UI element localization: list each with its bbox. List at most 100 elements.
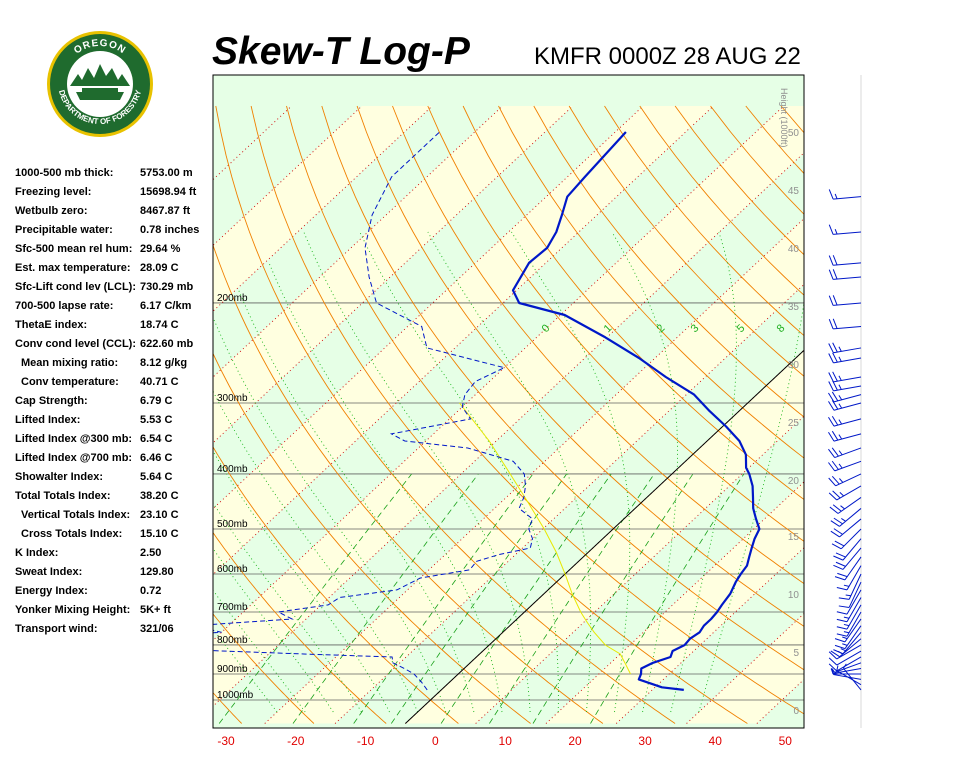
x-tick-label: 30 — [638, 734, 652, 748]
height-tick-label: 40 — [788, 244, 800, 255]
pressure-label: 500mb — [217, 519, 248, 530]
index-row: Lifted Index: 5.53 C — [15, 414, 205, 433]
height-tick-label: 5 — [793, 648, 799, 659]
index-row: K Index: 2.50 — [15, 547, 205, 566]
index-row: Cross Totals Index: 15.10 C — [15, 528, 205, 547]
index-row: Yonker Mixing Height: 5K+ ft — [15, 604, 205, 623]
index-value: 29.64 % — [140, 243, 181, 255]
index-label: Lifted Index @700 mb: — [15, 452, 133, 464]
index-value: 0.72 — [140, 585, 162, 597]
isotherm-line — [827, 106, 960, 724]
wind-barb — [828, 460, 862, 472]
mixing-ratio-line — [353, 473, 534, 724]
mixing-ratio-line — [390, 473, 567, 724]
wind-barb — [830, 667, 862, 674]
wind-barb — [836, 604, 862, 630]
index-value: 18.74 C — [140, 319, 179, 331]
x-tick-label: 10 — [499, 734, 513, 748]
dry-adiabat — [427, 105, 804, 542]
index-value: 5K+ ft — [140, 604, 171, 616]
index-row: 700-500 lapse rate: 6.17 C/km — [15, 300, 205, 319]
dry-adiabat — [215, 105, 676, 724]
wind-barb — [828, 644, 862, 660]
isotherm-line — [213, 105, 363, 247]
dry-adiabat — [568, 105, 804, 377]
index-label: Sfc-500 mean rel hum: — [15, 243, 133, 255]
x-tick-label: 20 — [568, 734, 582, 748]
index-label: Cap Strength: — [15, 395, 88, 407]
index-label: Vertical Totals Index: — [21, 509, 131, 521]
pressure-label: 900mb — [217, 664, 248, 675]
pressure-label: 800mb — [217, 635, 248, 646]
index-row: Sfc-500 mean rel hum: 29.64 % — [15, 243, 205, 262]
index-row: ThetaE index: 18.74 C — [15, 319, 205, 338]
index-value: 622.60 mb — [140, 338, 194, 350]
index-value: 8.12 g/kg — [140, 357, 188, 369]
pressure-label: 300mb — [217, 393, 248, 404]
dry-adiabat — [392, 105, 804, 585]
station-time-label: KMFR 0000Z 28 AUG 22 — [534, 43, 801, 70]
index-row: 1000-500 mb thick: 5753.00 m — [15, 167, 205, 186]
index-value: 5.53 C — [140, 414, 173, 426]
index-value: 40.71 C — [140, 376, 179, 388]
isotherm-line — [213, 105, 785, 641]
pressure-label: 600mb — [217, 564, 248, 575]
wind-barb — [836, 611, 862, 637]
wind-barb — [831, 528, 862, 550]
index-value: 38.20 C — [140, 490, 179, 502]
wind-barb — [828, 485, 862, 501]
index-label: 700-500 lapse rate: — [15, 300, 114, 312]
index-label: Precipitable water: — [15, 224, 113, 236]
wind-barb — [838, 581, 862, 608]
moist-adiabat — [698, 299, 804, 713]
index-value: 6.46 C — [140, 452, 173, 464]
index-row: Wetbulb zero: 8467.87 ft — [15, 205, 205, 224]
sounding-indices-list: 1000-500 mb thick: 5753.00 m Freezing leve… — [15, 167, 205, 642]
index-row: Transport wind: 321/06 — [15, 623, 205, 642]
isotherm-line — [213, 105, 433, 312]
index-value: 5.64 C — [140, 471, 173, 483]
dewpoint-profile-line — [213, 131, 534, 691]
index-label: Lifted Index: — [15, 414, 81, 426]
index-label: K Index: — [15, 547, 59, 559]
pressure-label: 200mb — [217, 293, 248, 304]
index-label: ThetaE index: — [15, 319, 88, 331]
dry-adiabat — [852, 106, 960, 724]
index-row: Precipitable water: 0.78 inches — [15, 224, 205, 243]
plot-frame — [212, 74, 805, 729]
oregon-department-of-forestry-logo: OREGON DEPARTMENT OF FORESTRY — [47, 31, 153, 137]
index-value: 23.10 C — [140, 509, 179, 521]
dry-adiabat — [321, 105, 804, 671]
x-tick-label: 40 — [709, 734, 723, 748]
pressure-label: 700mb — [217, 602, 248, 613]
wind-barb — [838, 573, 862, 600]
wind-barb — [828, 342, 862, 354]
pressure-label: 400mb — [217, 464, 248, 475]
index-value: 5753.00 m — [140, 167, 193, 179]
index-value: 730.29 mb — [140, 281, 194, 293]
index-label: Conv cond level (CCL): — [15, 338, 137, 350]
index-row: Lifted Index @700 mb: 6.46 C — [15, 452, 205, 471]
freezing-isotherm — [405, 349, 804, 724]
index-row: Cap Strength: 6.79 C — [15, 395, 205, 414]
pressure-label: 1000mb — [217, 690, 254, 701]
wind-barb — [828, 295, 862, 306]
wind-barb — [828, 224, 862, 235]
index-label: Cross Totals Index: — [21, 528, 123, 540]
dry-adiabat — [250, 105, 748, 724]
index-value: 6.54 C — [140, 433, 173, 445]
index-label: Conv temperature: — [21, 376, 119, 388]
temperature-band — [213, 106, 804, 707]
height-tick-label: 15 — [788, 532, 800, 543]
wind-barb — [828, 447, 862, 459]
index-row: Sfc-Lift cond lev (LCL): 730.29 mb — [15, 281, 205, 300]
wind-barb — [828, 430, 862, 442]
wind-barb — [828, 380, 862, 392]
height-tick-label: 50 — [788, 128, 800, 139]
mixing-ratio-line — [218, 473, 412, 724]
wind-barb — [834, 625, 862, 650]
isotherm-line — [213, 105, 714, 576]
x-tick-label: 50 — [779, 734, 793, 748]
index-label: 1000-500 mb thick: — [15, 167, 114, 179]
index-value: 6.79 C — [140, 395, 173, 407]
